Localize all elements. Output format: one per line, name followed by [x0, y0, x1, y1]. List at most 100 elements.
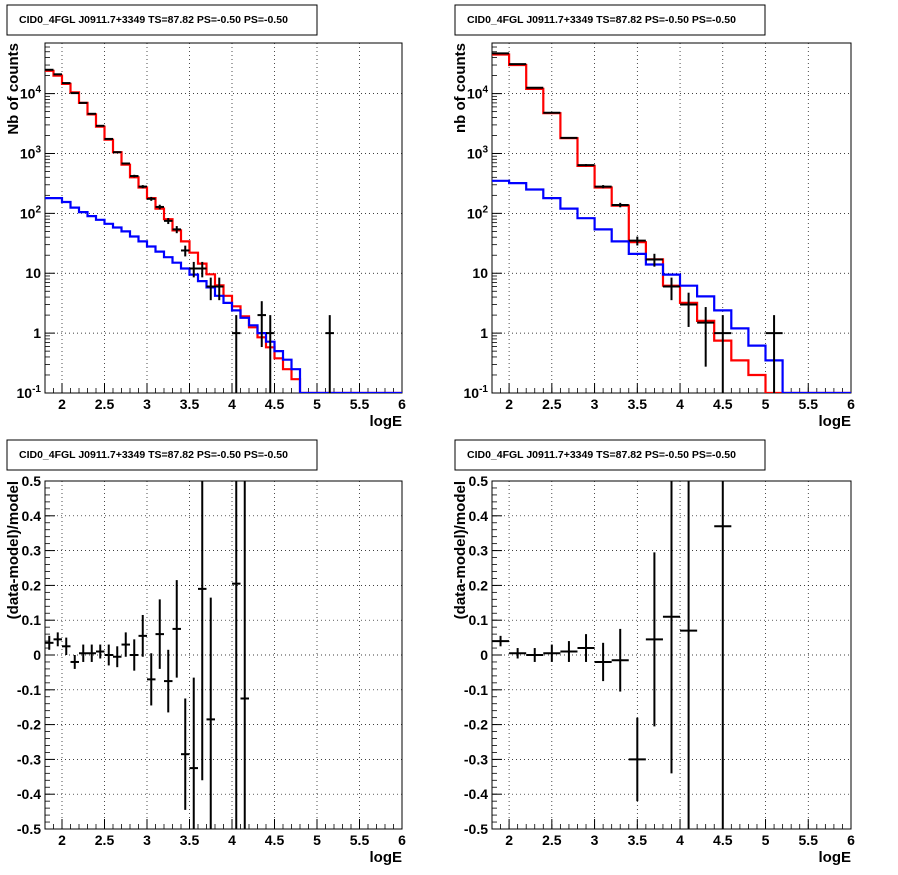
- y-axis-label: (data-model)/model: [452, 481, 469, 619]
- data-point: [70, 655, 79, 669]
- series-model_background: [492, 179, 851, 393]
- data-point: [138, 614, 147, 657]
- y-tick-label: 10: [25, 265, 41, 281]
- data-point: [155, 204, 164, 210]
- x-tick-label: 5: [313, 832, 321, 848]
- y-tick-label: 1: [33, 325, 41, 341]
- data-point: [577, 634, 595, 662]
- x-axis-label: logE: [819, 413, 852, 430]
- data-point: [257, 301, 266, 348]
- data-point: [206, 277, 215, 301]
- y-tick-label: 0: [480, 647, 488, 663]
- y-tick-label: 102: [20, 204, 42, 221]
- y-tick-label: 0.4: [22, 508, 42, 524]
- y-tick-label: -0.5: [464, 821, 488, 837]
- y-tick-label: 0.3: [22, 543, 42, 559]
- y-tick-label: 104: [20, 85, 42, 102]
- x-tick-label: 3.5: [180, 832, 200, 848]
- y-tick-exponent: -1: [32, 384, 41, 395]
- y-tick-label: -0.4: [17, 786, 41, 802]
- data-point: [198, 261, 207, 278]
- data-point: [232, 481, 241, 829]
- data-point: [697, 307, 715, 367]
- y-tick-exponent: 2: [482, 204, 488, 215]
- y-axis-label: Nb of counts: [5, 43, 22, 135]
- data-point: [714, 315, 732, 393]
- data-point: [628, 236, 646, 246]
- y-tick-exponent: 4: [482, 85, 488, 96]
- data-point: [121, 162, 130, 165]
- y-axis-label: (data-model)/model: [5, 481, 22, 619]
- x-axis-label: logE: [819, 849, 852, 866]
- y-tick-label: -0.4: [464, 786, 488, 802]
- data-point: [240, 481, 249, 829]
- data-point: [594, 185, 612, 189]
- plot-title: CID0_4FGL J0911.7+3349 TS=87.82 PS=-0.50…: [467, 449, 736, 461]
- y-tick-label: 0.1: [469, 612, 489, 628]
- plot-panel-4: CID0_4FGL J0911.7+3349 TS=87.82 PS=-0.50…: [452, 439, 855, 866]
- plot-title: CID0_4FGL J0911.7+3349 TS=87.82 PS=-0.50…: [19, 449, 288, 461]
- x-tick-label: 2.5: [95, 396, 115, 412]
- title-box: CID0_4FGL J0911.7+3349 TS=87.82 PS=-0.50…: [454, 439, 766, 471]
- x-tick-label: 3.5: [180, 396, 200, 412]
- x-tick-label: 4: [228, 396, 236, 412]
- data-point: [645, 253, 663, 267]
- x-tick-label: 4.5: [713, 832, 733, 848]
- y-tick-label: 0.1: [22, 612, 42, 628]
- y-tick-label: 102: [467, 204, 489, 221]
- x-tick-label: 2.5: [542, 832, 562, 848]
- x-tick-label: 5.5: [350, 396, 370, 412]
- x-tick-label: 4: [676, 396, 684, 412]
- x-tick-label: 4.5: [265, 832, 285, 848]
- data-point: [96, 124, 105, 127]
- y-tick-label: 10: [472, 265, 488, 281]
- x-tick-label: 5.5: [799, 396, 819, 412]
- data-point: [206, 597, 215, 829]
- x-tick-label: 2.5: [95, 832, 115, 848]
- plot-panel-1: CID0_4FGL J0911.7+3349 TS=87.82 PS=-0.50…: [5, 4, 406, 430]
- data-point: [138, 185, 147, 189]
- x-tick-label: 6: [398, 396, 406, 412]
- data-point: [543, 111, 561, 114]
- data-point: [662, 277, 681, 301]
- x-tick-label: 5.5: [799, 832, 819, 848]
- plot-title: CID0_4FGL J0911.7+3349 TS=87.82 PS=-0.50…: [467, 14, 736, 26]
- data-point: [79, 644, 88, 662]
- x-tick-label: 4: [228, 832, 236, 848]
- y-tick-label: 10-1: [464, 384, 489, 401]
- y-tick-label: -0.2: [464, 717, 488, 733]
- x-tick-label: 5: [313, 396, 321, 412]
- plot-data: [45, 68, 402, 393]
- data-point: [87, 644, 96, 662]
- y-tick-exponent: -1: [479, 384, 488, 395]
- y-tick-label: -0.3: [17, 751, 41, 767]
- data-point: [714, 481, 732, 829]
- data-point: [79, 101, 88, 104]
- x-tick-label: 3: [143, 832, 151, 848]
- title-box: CID0_4FGL J0911.7+3349 TS=87.82 PS=-0.50…: [454, 4, 766, 36]
- data-point: [543, 644, 561, 662]
- y-tick-label: -0.3: [464, 751, 488, 767]
- data-point: [104, 644, 113, 666]
- data-point: [526, 648, 544, 662]
- x-tick-label: 2: [58, 832, 66, 848]
- x-tick-label: 2: [58, 396, 66, 412]
- title-box-frame: [6, 439, 318, 471]
- data-point: [96, 644, 105, 659]
- y-tick-label: -0.1: [17, 682, 41, 698]
- data-point: [113, 151, 122, 154]
- data-point: [611, 628, 629, 692]
- data-point: [181, 698, 190, 810]
- data-point: [680, 481, 698, 829]
- data-point: [147, 653, 156, 706]
- data-point: [45, 635, 54, 650]
- data-point: [266, 315, 275, 393]
- y-tick-exponent: 2: [35, 204, 41, 215]
- title-box: CID0_4FGL J0911.7+3349 TS=87.82 PS=-0.50…: [6, 4, 318, 36]
- data-point: [215, 277, 224, 301]
- y-tick-label: -0.2: [17, 717, 41, 733]
- data-point: [628, 717, 646, 802]
- data-point: [113, 646, 122, 668]
- data-point: [189, 261, 198, 278]
